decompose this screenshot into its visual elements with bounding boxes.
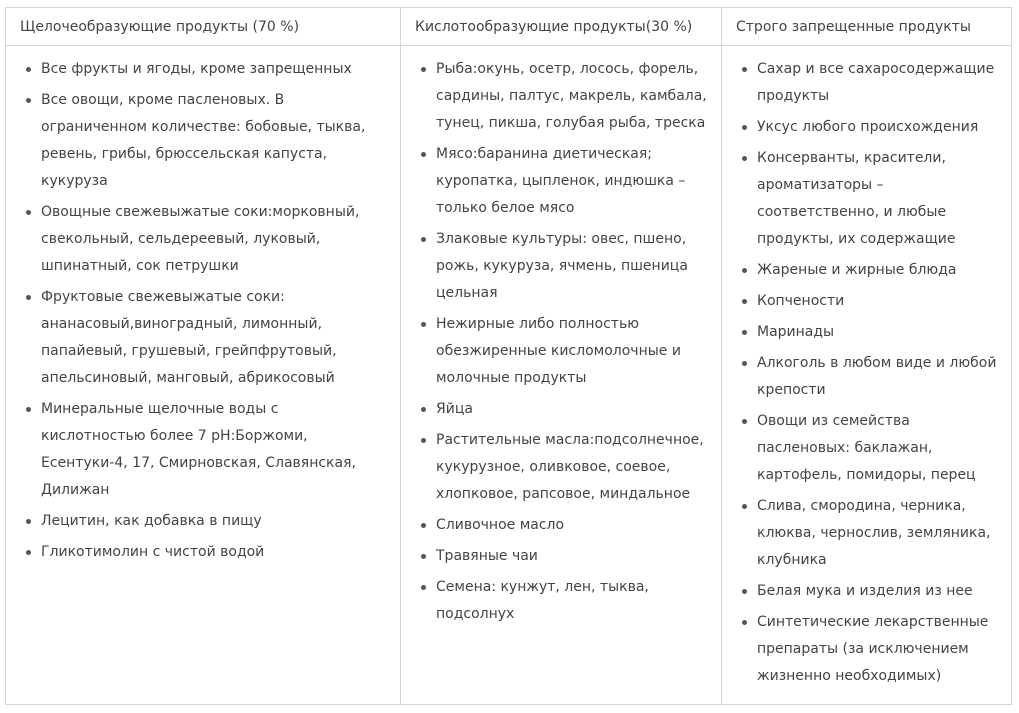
- forbidden-cell: Сахар и все сахаросодержащие продукты Укс…: [721, 45, 1012, 705]
- header-row: Щелочеобразующие продукты (70 %) Кислото…: [5, 7, 1012, 46]
- food-table: Щелочеобразующие продукты (70 %) Кислото…: [5, 7, 1012, 705]
- list-item: Минеральные щелочные воды с кислотностью…: [26, 396, 376, 504]
- list-item: Маринады: [742, 319, 997, 346]
- list-item: Алкоголь в любом виде и любой крепости: [742, 350, 997, 404]
- list-item: Копчености: [742, 288, 997, 315]
- acidic-cell: Рыба:окунь, осетр, лосось, форель, сарди…: [400, 45, 722, 705]
- header-acidic: Кислотообразующие продукты(30 %): [400, 7, 722, 46]
- list-item: Лецитин, как добавка в пищу: [26, 508, 376, 535]
- list-item: Гликотимолин с чистой водой: [26, 539, 376, 566]
- list-item: Фруктовые свежевыжатые соки: ананасовый,…: [26, 284, 376, 392]
- forbidden-list: Сахар и все сахаросодержащие продукты Укс…: [736, 56, 997, 690]
- acidic-list: Рыба:окунь, осетр, лосось, форель, сарди…: [415, 56, 707, 628]
- list-item: Яйца: [421, 396, 707, 423]
- list-item: Растительные масла:подсолнечное, кукуруз…: [421, 427, 707, 508]
- alkaline-cell: Все фрукты и ягоды, кроме запрещенных Все…: [5, 45, 401, 705]
- list-item: Овощные свежевыжатые соки:морковный, све…: [26, 199, 376, 280]
- list-item: Жареные и жирные блюда: [742, 257, 997, 284]
- list-item: Консерванты, красители, ароматизаторы – …: [742, 145, 997, 253]
- list-item: Белая мука и изделия из нее: [742, 578, 997, 605]
- header-alkaline: Щелочеобразующие продукты (70 %): [5, 7, 401, 46]
- list-item: Семена: кунжут, лен, тыква, подсолнух: [421, 574, 707, 628]
- list-item: Мясо:баранина диетическая; куропатка, цы…: [421, 141, 707, 222]
- list-item: Все фрукты и ягоды, кроме запрещенных: [26, 56, 376, 83]
- list-item: Синтетические лекарственные препараты (з…: [742, 609, 997, 690]
- alkaline-list: Все фрукты и ягоды, кроме запрещенных Все…: [20, 56, 386, 566]
- body-row: Все фрукты и ягоды, кроме запрещенных Все…: [5, 45, 1012, 705]
- list-item: Уксус любого происхождения: [742, 114, 997, 141]
- list-item: Сахар и все сахаросодержащие продукты: [742, 56, 997, 110]
- list-item: Овощи из семейства пасленовых: баклажан,…: [742, 408, 997, 489]
- list-item: Рыба:окунь, осетр, лосось, форель, сарди…: [421, 56, 707, 137]
- list-item: Сливочное масло: [421, 512, 707, 539]
- list-item: Слива, смородина, черника, клюква, черно…: [742, 493, 997, 574]
- list-item: Все овощи, кроме пасленовых. В ограничен…: [26, 87, 376, 195]
- list-item: Травяные чаи: [421, 543, 707, 570]
- header-forbidden: Строго запрещенные продукты: [721, 7, 1012, 46]
- list-item: Злаковые культуры: овес, пшено, рожь, ку…: [421, 226, 707, 307]
- list-item: Нежирные либо полностью обезжиренные кис…: [421, 311, 707, 392]
